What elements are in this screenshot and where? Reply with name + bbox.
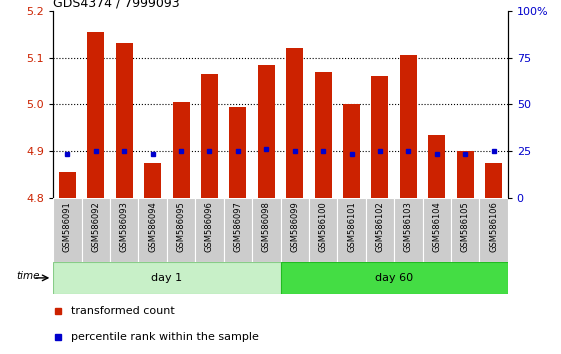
Text: day 1: day 1 [151, 273, 182, 283]
Bar [257, 64, 275, 198]
Bar [479, 198, 508, 262]
Bar [280, 198, 309, 262]
Text: GSM586100: GSM586100 [319, 201, 328, 252]
Bar [116, 44, 133, 198]
Text: GSM586091: GSM586091 [63, 201, 72, 252]
Bar [224, 198, 252, 262]
Bar [315, 72, 332, 198]
Bar [82, 198, 110, 262]
Text: day 60: day 60 [375, 273, 413, 283]
Bar [195, 198, 224, 262]
Text: time: time [16, 271, 39, 281]
Text: GSM586104: GSM586104 [432, 201, 441, 252]
Text: GSM586097: GSM586097 [233, 201, 242, 252]
Bar [371, 76, 388, 198]
Bar [337, 198, 366, 262]
Text: GSM586094: GSM586094 [148, 201, 157, 252]
Bar [428, 135, 445, 198]
Bar [167, 198, 195, 262]
Bar [286, 48, 303, 198]
Text: GSM586092: GSM586092 [91, 201, 100, 252]
Text: GSM586102: GSM586102 [375, 201, 384, 252]
Bar [173, 102, 190, 198]
Text: GSM586105: GSM586105 [461, 201, 470, 252]
Text: GDS4374 / 7999093: GDS4374 / 7999093 [53, 0, 180, 10]
Bar [144, 163, 161, 198]
Text: transformed count: transformed count [71, 306, 175, 316]
Bar [88, 32, 104, 198]
Text: GSM586095: GSM586095 [177, 201, 186, 252]
Bar [53, 198, 82, 262]
Bar [252, 198, 280, 262]
Bar [110, 198, 139, 262]
Text: GSM586096: GSM586096 [205, 201, 214, 252]
Bar [457, 152, 473, 198]
Bar [366, 198, 394, 262]
Bar [229, 107, 246, 198]
Bar [309, 198, 337, 262]
Text: GSM586103: GSM586103 [404, 201, 413, 252]
Bar [139, 198, 167, 262]
Bar [343, 104, 360, 198]
Text: GSM586093: GSM586093 [120, 201, 129, 252]
Bar [394, 198, 422, 262]
Text: percentile rank within the sample: percentile rank within the sample [71, 332, 259, 342]
Text: GSM586099: GSM586099 [290, 201, 299, 252]
Bar [53, 262, 280, 294]
Text: GSM586098: GSM586098 [262, 201, 271, 252]
Bar [59, 172, 76, 198]
Bar [201, 74, 218, 198]
Bar [451, 198, 479, 262]
Bar [280, 262, 508, 294]
Bar [485, 163, 502, 198]
Text: GSM586101: GSM586101 [347, 201, 356, 252]
Bar [400, 55, 417, 198]
Text: GSM586106: GSM586106 [489, 201, 498, 252]
Bar [422, 198, 451, 262]
